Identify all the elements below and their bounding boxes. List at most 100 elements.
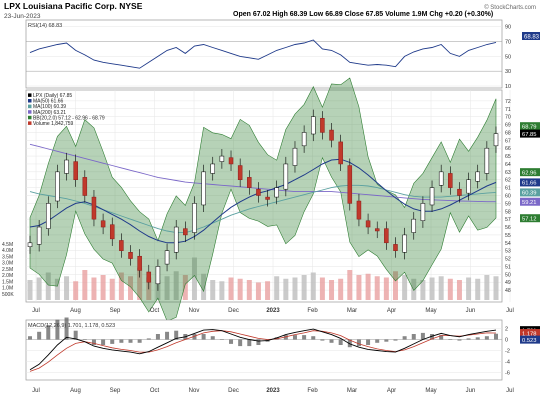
- macd-histogram-bar: [137, 339, 142, 343]
- candle-body: [283, 163, 289, 190]
- rsi-line: [29, 39, 497, 69]
- candle-body: [448, 173, 453, 188]
- volume-bar: [329, 280, 335, 300]
- macd-histogram-bar: [320, 339, 325, 341]
- candle-body: [457, 188, 462, 196]
- macd-histogram-bar: [311, 336, 316, 340]
- volume-bar: [365, 273, 371, 300]
- macd-histogram-bar: [457, 339, 462, 341]
- candle-body: [338, 141, 343, 165]
- volume-bar: [237, 278, 243, 300]
- legend-entry: MA(100) 60.39: [33, 104, 66, 110]
- macd-flag-text: 1.178: [522, 331, 537, 337]
- month-label-macd: Jul: [506, 388, 514, 394]
- month-label-macd: Nov: [189, 388, 200, 394]
- ma50-line: [29, 158, 497, 244]
- macd-histogram-bar: [128, 339, 133, 343]
- macd-ticks: 2 0 -2 -4 -6: [505, 327, 510, 377]
- symbol-title: LPX Louisiana Pacific Corp. NYSE: [4, 1, 143, 11]
- candle-body: [100, 220, 106, 228]
- macd-histogram-bar: [494, 333, 498, 340]
- candle-body: [219, 155, 225, 162]
- candle-body: [91, 196, 97, 220]
- volume-bar: [347, 270, 353, 300]
- price-flag: [520, 197, 540, 206]
- volume-bar: [466, 277, 472, 300]
- month-label-macd: Jun: [466, 388, 476, 394]
- macd-histogram-bar: [165, 331, 170, 340]
- price-flag-text: 67.85: [522, 132, 537, 138]
- macd-histogram-bar: [356, 339, 361, 347]
- candle-body: [256, 188, 261, 196]
- macd-flag-text: 0.523: [522, 338, 537, 344]
- volume-bar: [210, 280, 216, 300]
- macd-histogram-bar: [475, 337, 480, 340]
- volume-bar: [392, 271, 398, 300]
- rsi-tick-label: 90: [505, 25, 511, 31]
- macd-histogram-bar: [46, 325, 51, 340]
- price-tick-label: 48: [505, 288, 511, 294]
- volume-bar: [475, 278, 481, 300]
- legend-entry: MA(50) 61.66: [33, 99, 64, 105]
- macd-histogram-bar: [448, 339, 453, 340]
- candle-body: [384, 228, 389, 244]
- volume-bar: [64, 276, 70, 300]
- macd-histogram-bar: [101, 339, 106, 345]
- macd-histogram-bar: [155, 334, 160, 340]
- macd-histogram-bar: [393, 339, 398, 341]
- volume-bar: [109, 278, 115, 300]
- month-label-macd: Oct: [150, 388, 160, 394]
- month-label-macd: Feb: [307, 388, 318, 394]
- macd-tick-label: -2: [505, 349, 510, 355]
- volume-bar: [219, 281, 225, 300]
- volume-tick-label: 4.5M: [2, 242, 13, 248]
- price-tick-label: 50: [505, 272, 511, 278]
- rsi-tick-label: 70: [505, 40, 511, 46]
- candle-body: [192, 203, 197, 233]
- candle-body: [201, 171, 206, 206]
- macd-histogram-bar: [347, 339, 352, 348]
- month-label-macd: Sep: [110, 388, 121, 394]
- candle-body: [393, 244, 398, 251]
- macd-histogram-bar: [430, 334, 435, 340]
- candle-body: [46, 203, 51, 229]
- price-tick-label: 64: [505, 162, 511, 168]
- price-flag: [520, 168, 540, 177]
- ohlc-readout: Open 67.02 High 68.39 Low 66.89 Close 67…: [233, 11, 493, 18]
- macd-histogram-bar: [37, 331, 42, 340]
- rsi-value-flag: [522, 32, 540, 40]
- legend-entry: LPX (Daily) 67.85: [33, 93, 72, 99]
- price-tick-label: 65: [505, 154, 511, 160]
- price-tick-label: 70: [505, 115, 511, 121]
- candle-body: [27, 242, 33, 248]
- macd-histogram-bar: [302, 335, 307, 340]
- macd-histogram-bar: [146, 338, 151, 340]
- macd-histogram-bar: [91, 339, 96, 345]
- macd-label: MACD(12,26,9) 1.701, 1.178, 0.523: [28, 323, 115, 329]
- candle-body: [155, 266, 161, 285]
- volume-bars: [27, 257, 499, 300]
- month-label-macd: 2023: [266, 388, 280, 394]
- legend-swatch: [28, 121, 32, 125]
- volume-tick-label: 500K: [2, 292, 14, 298]
- macd-frame: [25, 319, 503, 381]
- volume-bar: [493, 276, 499, 300]
- volume-bar: [383, 277, 389, 300]
- volume-bar: [201, 273, 207, 300]
- price-tick-label: 57: [505, 217, 511, 223]
- rsi-tick-label: 50: [505, 54, 511, 60]
- month-label-price: Feb: [307, 308, 318, 314]
- candle-body: [55, 171, 60, 202]
- price-flag-text: 60.39: [522, 191, 537, 197]
- price-flag-text: 61.66: [522, 181, 537, 187]
- candle-body: [356, 200, 362, 220]
- volume-bar: [402, 275, 408, 300]
- volume-bar: [420, 280, 426, 300]
- legend-swatch: [28, 93, 32, 97]
- macd-histogram-bar: [329, 339, 334, 343]
- volume-bar: [100, 275, 106, 300]
- volume-bar: [301, 275, 307, 300]
